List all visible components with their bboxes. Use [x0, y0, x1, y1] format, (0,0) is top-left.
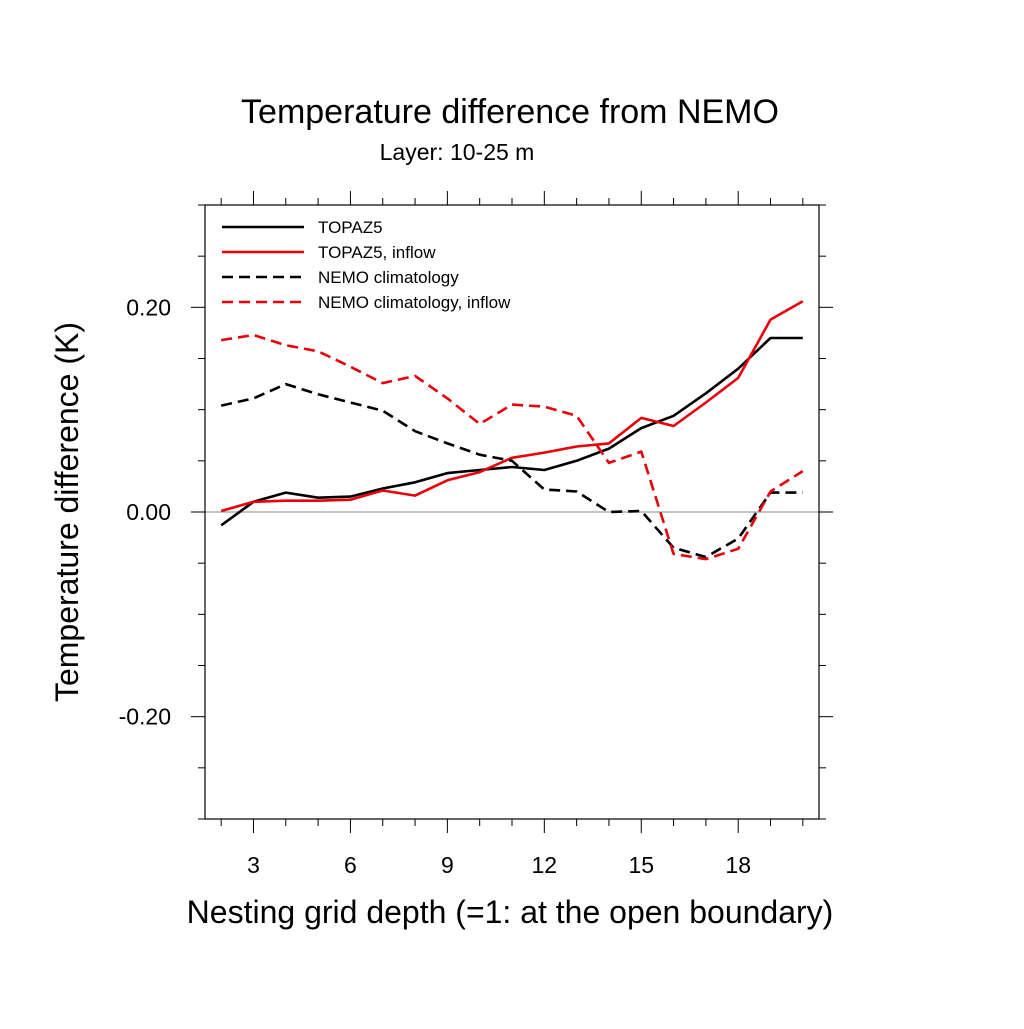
y-axis-label: Temperature difference (K) [49, 322, 85, 702]
x-tick-label: 6 [344, 852, 357, 878]
series-line-2 [220, 382, 803, 559]
series-line-1 [220, 300, 804, 513]
series-line-3 [220, 333, 804, 561]
x-tick-label: 9 [441, 852, 454, 878]
legend-label-0: TOPAZ5 [318, 218, 383, 237]
legend-label-2: NEMO climatology [318, 268, 459, 287]
y-tick-label: -0.20 [119, 704, 171, 730]
x-tick-label: 12 [532, 852, 558, 878]
x-tick-label: 18 [725, 852, 751, 878]
legend-label-3: NEMO climatology, inflow [318, 293, 511, 312]
legend-label-1: TOPAZ5, inflow [318, 243, 436, 262]
series-line-0 [220, 336, 803, 527]
y-tick-label: 0.20 [126, 294, 171, 320]
plot-area: 3 6 9 12 15 18 -0.20 0.00 0.20 TOPAZ5 TOPAZ5, infl… [119, 191, 833, 878]
chart-subtitle: Layer: 10-25 m [380, 139, 535, 165]
chart-title: Temperature difference from NEMO [241, 93, 779, 131]
x-tick-label: 3 [247, 852, 260, 878]
x-tick-label: 15 [628, 852, 654, 878]
x-axis-label: Nesting grid depth (=1: at the open boun… [187, 894, 834, 930]
y-tick-label: 0.00 [126, 499, 171, 525]
